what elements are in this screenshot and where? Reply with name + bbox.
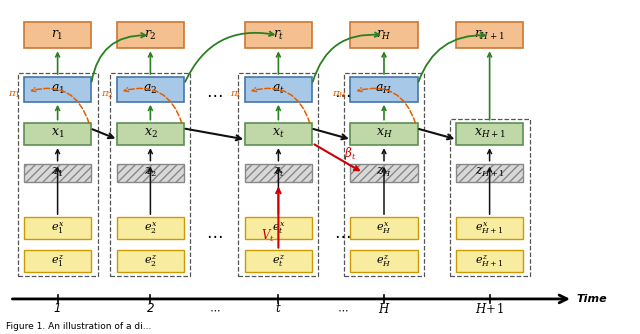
Text: Time: Time <box>576 294 607 304</box>
Text: $r_t$: $r_t$ <box>273 29 284 42</box>
Text: $e_{H+1}^x$: $e_{H+1}^x$ <box>476 220 504 236</box>
Text: $t$: $t$ <box>275 303 282 315</box>
Bar <box>17 73 97 276</box>
Bar <box>116 77 184 102</box>
Text: $a_2$: $a_2$ <box>143 83 157 96</box>
Text: $e_1^x$: $e_1^x$ <box>51 220 64 236</box>
Text: $z_H$: $z_H$ <box>376 166 392 179</box>
Text: $e_1^z$: $e_1^z$ <box>51 254 64 269</box>
Text: $\pi_1$: $\pi_1$ <box>8 90 20 100</box>
Bar <box>351 164 417 182</box>
Bar <box>116 164 184 182</box>
Text: $e_2^x$: $e_2^x$ <box>144 220 157 236</box>
Bar <box>351 123 417 145</box>
Text: $z_1$: $z_1$ <box>51 166 64 179</box>
Bar <box>351 22 417 48</box>
Text: $\cdots$: $\cdots$ <box>337 303 348 315</box>
Text: $x_t$: $x_t$ <box>272 127 285 141</box>
Text: $e_t^z$: $e_t^z$ <box>272 254 285 269</box>
Bar <box>24 77 91 102</box>
Text: $\cdots$: $\cdots$ <box>206 226 223 244</box>
Text: $x_H$: $x_H$ <box>376 127 392 141</box>
Bar <box>245 164 312 182</box>
Text: $\pi_2$: $\pi_2$ <box>100 90 114 100</box>
Bar <box>239 73 319 276</box>
Bar <box>116 250 184 272</box>
Bar <box>116 22 184 48</box>
Bar <box>116 217 184 239</box>
Bar <box>116 123 184 145</box>
Bar <box>245 217 312 239</box>
Bar <box>351 250 417 272</box>
Bar <box>24 164 91 182</box>
Text: $V_t$: $V_t$ <box>261 228 275 244</box>
Text: $r_1$: $r_1$ <box>51 29 64 42</box>
Text: $r_2$: $r_2$ <box>144 29 157 42</box>
Bar <box>24 22 91 48</box>
Bar <box>24 123 91 145</box>
Text: $\pi_t$: $\pi_t$ <box>230 90 242 100</box>
Text: $\beta_t$: $\beta_t$ <box>344 145 356 162</box>
Text: $\cdots$: $\cdots$ <box>206 86 223 103</box>
Text: 2: 2 <box>147 303 154 315</box>
Text: $\pi_H$: $\pi_H$ <box>332 90 347 100</box>
Text: $\cdots$: $\cdots$ <box>209 303 220 315</box>
Bar <box>245 22 312 48</box>
Text: $z_{H+1}$: $z_{H+1}$ <box>475 166 504 179</box>
Bar <box>110 73 191 276</box>
Bar <box>24 217 91 239</box>
Bar <box>456 123 524 145</box>
Text: $\cdots$: $\cdots$ <box>334 86 351 103</box>
Text: $e_H^x$: $e_H^x$ <box>376 220 392 236</box>
Bar <box>245 250 312 272</box>
Bar <box>24 250 91 272</box>
Bar <box>450 119 530 276</box>
Bar <box>351 217 417 239</box>
Text: $a_H$: $a_H$ <box>376 83 392 96</box>
Bar <box>456 22 524 48</box>
Text: $e_t^x$: $e_t^x$ <box>272 220 285 236</box>
Text: $r_H$: $r_H$ <box>376 29 392 42</box>
Bar <box>456 217 524 239</box>
Text: $a_t$: $a_t$ <box>272 83 285 96</box>
Text: Figure 1. An illustration of a di...: Figure 1. An illustration of a di... <box>6 322 152 331</box>
Text: $e_{H+1}^z$: $e_{H+1}^z$ <box>476 254 504 269</box>
Text: 1: 1 <box>54 303 61 315</box>
Text: $x_2$: $x_2$ <box>143 127 157 141</box>
Bar <box>351 77 417 102</box>
Text: $\cdots$: $\cdots$ <box>334 226 351 244</box>
Text: $z_2$: $z_2$ <box>144 166 157 179</box>
Text: $e_2^z$: $e_2^z$ <box>144 254 157 269</box>
Bar <box>245 77 312 102</box>
Bar <box>456 250 524 272</box>
Text: $H$: $H$ <box>378 302 390 316</box>
Text: $e_H^z$: $e_H^z$ <box>376 254 392 269</box>
Text: $a_1$: $a_1$ <box>51 83 65 96</box>
Text: $z_t$: $z_t$ <box>273 166 284 179</box>
Bar <box>456 164 524 182</box>
Text: $H\!+\!1$: $H\!+\!1$ <box>476 302 504 316</box>
Bar <box>245 123 312 145</box>
Text: $x_{H+1}$: $x_{H+1}$ <box>474 127 506 141</box>
Bar <box>344 73 424 276</box>
Text: $r_{H+1}$: $r_{H+1}$ <box>474 29 505 42</box>
Text: $x_1$: $x_1$ <box>51 127 65 141</box>
